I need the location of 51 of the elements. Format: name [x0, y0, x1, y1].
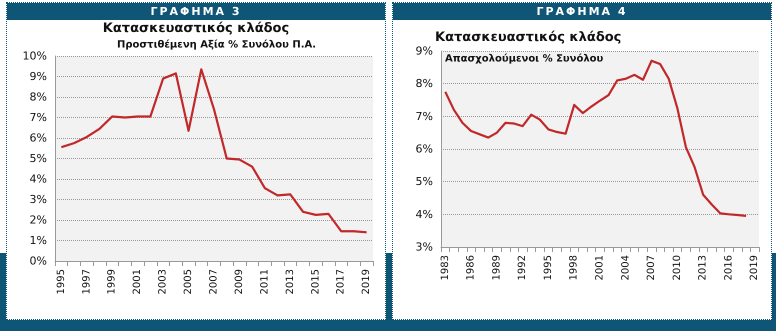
y-tick-label: 5% [416, 175, 433, 188]
x-tick-label: 2004 [620, 255, 632, 280]
x-tick-label: 2007 [208, 269, 220, 294]
y-tick-label: 0% [30, 254, 47, 268]
y-tick-label: 6% [416, 142, 433, 156]
y-tick-label: 10% [22, 50, 47, 62]
x-tick-label: 1995 [542, 255, 554, 280]
chart-subtitle: Κατασκευαστικός κλάδος [435, 30, 622, 45]
x-tick-label: 2013 [284, 269, 296, 294]
y-tick-label: 9% [30, 70, 47, 83]
y-tick-label: 5% [30, 152, 47, 165]
y-tick-label: 3% [416, 240, 433, 254]
chart-subtitle: Κατασκευαστικός κλάδος [102, 21, 290, 36]
y-tick-label: 2% [30, 214, 47, 226]
y-tick-label: 1% [30, 234, 47, 247]
annotation: Απασχολούμενοι % Συνόλου [445, 54, 604, 64]
x-tick-label: 1999 [106, 269, 118, 294]
y-tick-label: 4% [416, 208, 433, 221]
x-tick-label: 1995 [56, 269, 67, 294]
x-tick-label: 1998 [568, 255, 580, 280]
y-tick-label: 6% [30, 132, 47, 144]
x-tick-label: 2001 [132, 269, 144, 294]
x-tick-label: 2013 [698, 255, 709, 280]
x-tick-label: 2009 [234, 269, 245, 294]
line-series [60, 68, 368, 234]
x-tick-label: 2010 [672, 255, 683, 280]
x-tick-label: 1992 [517, 255, 528, 280]
x-tick-label: 1997 [81, 269, 92, 294]
y-tick-label: 4% [30, 172, 47, 186]
y-tick-label: 8% [416, 77, 433, 90]
chart-title: ΓΡΑΦΗΜΑ 4 [393, 3, 771, 20]
y-tick-label: 7% [416, 110, 433, 123]
y-tick-label: 9% [416, 44, 433, 58]
x-tick-label: 2001 [594, 255, 606, 280]
x-tick-label: 2015 [310, 269, 322, 294]
x-tick-label: 2017 [336, 269, 347, 294]
x-tick-label: 1983 [440, 255, 451, 280]
text: Προστιθέμενη Αξία % Συνόλου Π.Α. [117, 40, 316, 50]
y-tick-label: 8% [30, 90, 47, 104]
x-tick-label: 2019 [749, 255, 760, 280]
x-tick-label: 1986 [466, 255, 477, 280]
x-tick-label: 2003 [158, 269, 169, 294]
y-tick-label: 7% [30, 111, 47, 124]
y-tick-label: 3% [30, 193, 47, 206]
x-tick-label: 2011 [259, 269, 270, 294]
chart-title: ΓΡΑΦΗΜΑ 3 [7, 3, 385, 20]
x-tick-label: 2016 [723, 255, 734, 280]
x-tick-label: 2019 [361, 269, 372, 294]
x-tick-label: 2007 [646, 255, 658, 280]
x-tick-label: 1989 [491, 255, 502, 280]
x-tick-label: 2005 [183, 269, 194, 294]
